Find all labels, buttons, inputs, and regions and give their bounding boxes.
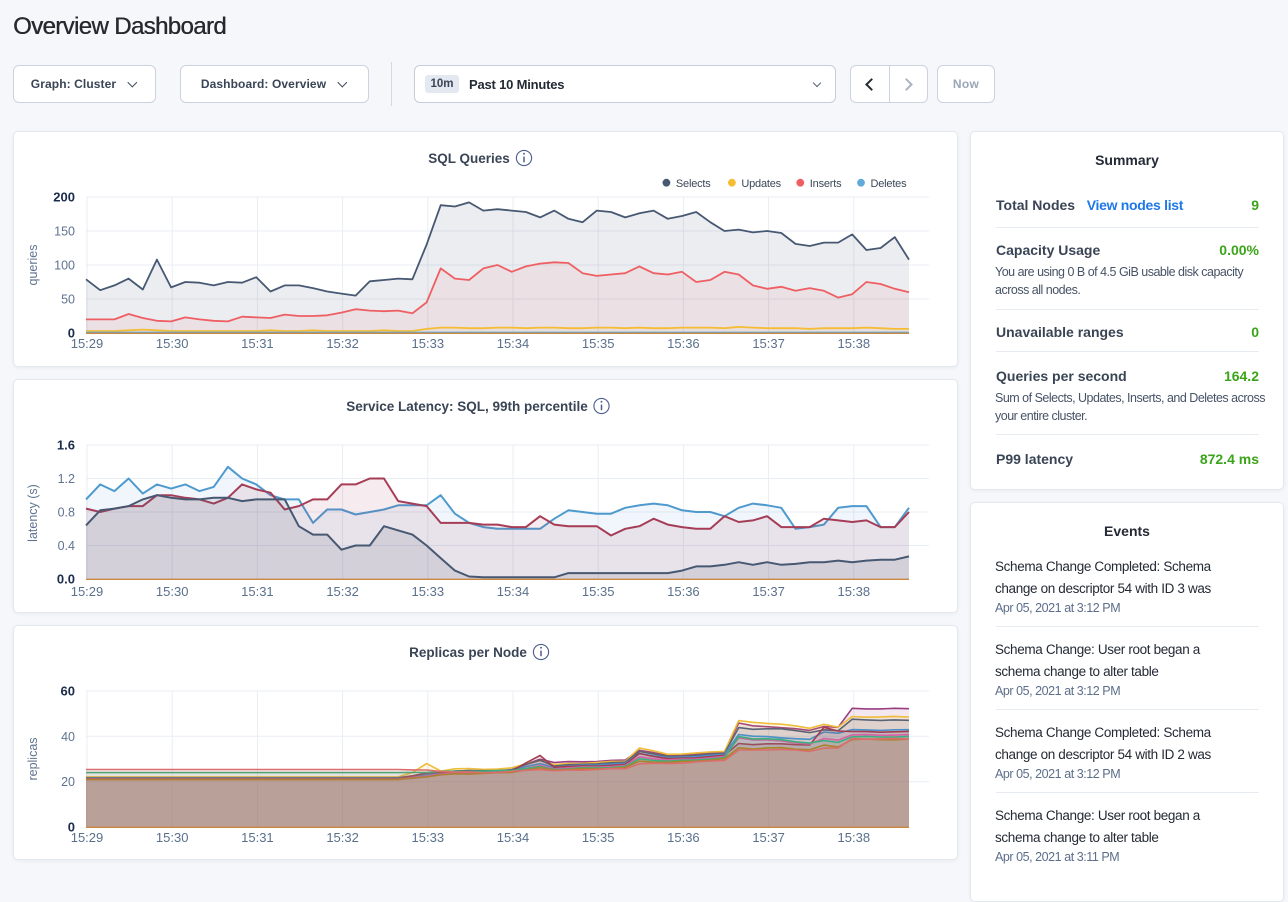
svg-text:15:30: 15:30 — [156, 584, 189, 599]
svg-text:Service Latency: SQL, 99th per: Service Latency: SQL, 99th percentile — [346, 399, 588, 414]
svg-text:0: 0 — [68, 820, 75, 835]
svg-text:15:30: 15:30 — [156, 336, 189, 351]
svg-text:40: 40 — [61, 730, 75, 744]
svg-text:15:33: 15:33 — [412, 584, 445, 599]
svg-text:15:37: 15:37 — [752, 830, 785, 845]
svg-text:15:31: 15:31 — [241, 584, 274, 599]
svg-text:15:34: 15:34 — [497, 830, 530, 845]
svg-text:15:31: 15:31 — [241, 830, 274, 845]
svg-text:Replicas per Node: Replicas per Node — [409, 645, 527, 660]
svg-text:queries: queries — [26, 245, 40, 286]
svg-text:SQL Queries: SQL Queries — [428, 151, 510, 166]
svg-text:15:35: 15:35 — [582, 830, 615, 845]
svg-text:1.2: 1.2 — [58, 472, 75, 486]
svg-text:20: 20 — [61, 775, 75, 789]
svg-text:latency (s): latency (s) — [26, 484, 40, 542]
svg-text:15:35: 15:35 — [582, 336, 615, 351]
svg-text:15:32: 15:32 — [326, 336, 359, 351]
svg-text:15:29: 15:29 — [71, 830, 104, 845]
svg-text:1.6: 1.6 — [57, 438, 75, 453]
svg-text:15:34: 15:34 — [497, 336, 530, 351]
svg-text:15:38: 15:38 — [838, 336, 871, 351]
svg-text:15:30: 15:30 — [156, 830, 189, 845]
svg-text:15:29: 15:29 — [71, 584, 104, 599]
svg-text:15:36: 15:36 — [667, 830, 700, 845]
svg-text:15:35: 15:35 — [582, 584, 615, 599]
svg-text:15:36: 15:36 — [667, 336, 700, 351]
svg-text:15:36: 15:36 — [667, 584, 700, 599]
svg-text:replicas: replicas — [26, 737, 40, 780]
svg-text:60: 60 — [61, 684, 75, 699]
svg-text:15:38: 15:38 — [838, 830, 871, 845]
svg-text:15:32: 15:32 — [326, 830, 359, 845]
svg-text:15:33: 15:33 — [412, 830, 445, 845]
svg-text:0: 0 — [68, 326, 75, 341]
svg-text:15:31: 15:31 — [241, 336, 274, 351]
svg-text:15:38: 15:38 — [838, 584, 871, 599]
svg-text:15:29: 15:29 — [71, 336, 104, 351]
svg-text:0.0: 0.0 — [57, 572, 75, 587]
svg-text:Updates: Updates — [741, 178, 781, 190]
svg-text:0.4: 0.4 — [58, 539, 75, 553]
svg-text:Deletes: Deletes — [871, 178, 908, 190]
svg-text:50: 50 — [61, 293, 75, 307]
svg-text:100: 100 — [54, 259, 75, 273]
svg-text:Inserts: Inserts — [810, 178, 842, 190]
svg-text:15:32: 15:32 — [326, 584, 359, 599]
svg-text:150: 150 — [54, 225, 75, 239]
svg-text:Selects: Selects — [676, 178, 711, 190]
svg-text:15:37: 15:37 — [752, 336, 785, 351]
svg-text:15:37: 15:37 — [752, 584, 785, 599]
svg-text:15:34: 15:34 — [497, 584, 530, 599]
svg-text:200: 200 — [53, 190, 75, 205]
svg-text:15:33: 15:33 — [412, 336, 445, 351]
svg-text:0.8: 0.8 — [58, 506, 75, 520]
